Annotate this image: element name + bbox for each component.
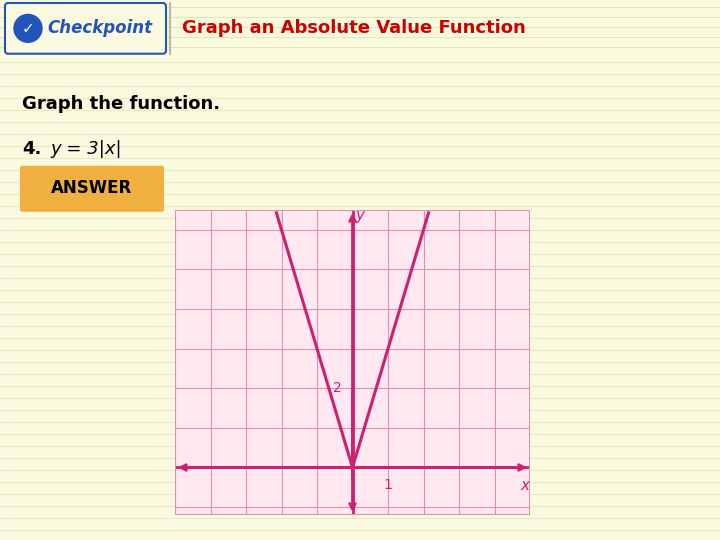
Text: ANSWER: ANSWER [51,179,132,197]
FancyBboxPatch shape [5,3,166,53]
Text: x: x [520,478,529,493]
Text: Graph the function.: Graph the function. [22,94,220,113]
Text: Graph an Absolute Value Function: Graph an Absolute Value Function [182,19,526,37]
Circle shape [14,15,42,42]
Text: 1: 1 [384,478,392,492]
Text: y: y [356,208,365,224]
Text: 4.: 4. [22,140,41,158]
Text: ✓: ✓ [22,21,35,36]
Text: Checkpoint: Checkpoint [48,19,153,37]
FancyBboxPatch shape [20,166,164,212]
Text: y = 3|x|: y = 3|x| [50,140,122,158]
Text: 2: 2 [333,381,342,395]
